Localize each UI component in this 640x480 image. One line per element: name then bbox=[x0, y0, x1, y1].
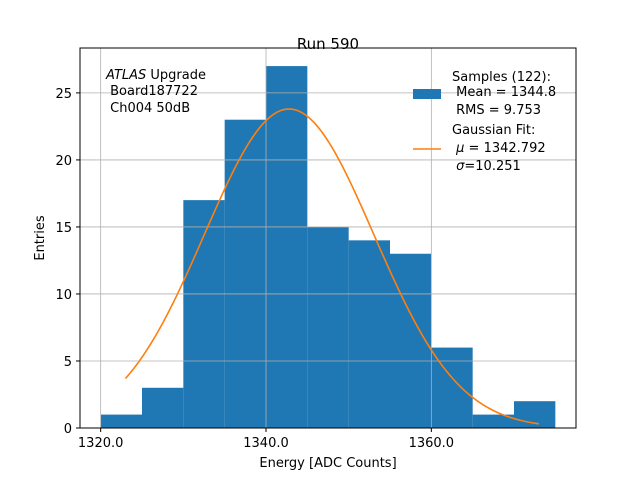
x-tick-label: 1340.0 bbox=[243, 436, 289, 451]
x-tick-label: 1320.0 bbox=[78, 436, 124, 451]
y-tick-label: 20 bbox=[55, 154, 72, 169]
x-axis-ticks: 1320.0 1340.0 1360.0 bbox=[78, 428, 454, 451]
legend-sigma-value: =10.251 bbox=[464, 159, 520, 174]
svg-text:μ = 1342.792: μ = 1342.792 bbox=[452, 141, 546, 156]
atlas-annotation: ATLAS Upgrade Board187722 Ch004 50dB bbox=[105, 68, 206, 116]
histogram-bar bbox=[266, 66, 308, 428]
histogram-bar bbox=[348, 240, 390, 428]
legend-samples-title: Samples (122): bbox=[452, 70, 551, 85]
plot-frame bbox=[79, 47, 577, 429]
x-axis-label: Energy [ADC Counts] bbox=[259, 456, 396, 471]
histogram-bar bbox=[224, 119, 266, 429]
histogram-bar bbox=[307, 226, 349, 428]
y-tick-label: 5 bbox=[64, 355, 72, 370]
legend-fit-title: Gaussian Fit: bbox=[452, 123, 535, 138]
annotation-channel: Ch004 50dB bbox=[106, 101, 190, 116]
y-tick-label: 10 bbox=[55, 288, 72, 303]
legend-mu-value: = 1342.792 bbox=[464, 141, 545, 156]
y-tick-label: 0 bbox=[64, 422, 72, 437]
y-axis-ticks: 0 5 10 15 20 25 bbox=[55, 87, 80, 437]
histogram-bar bbox=[100, 414, 142, 428]
gaussian-fit-curve bbox=[124, 108, 539, 425]
y-axis-label: Entries bbox=[33, 215, 48, 261]
histogram-bar bbox=[472, 414, 514, 428]
legend-sigma-symbol: σ bbox=[456, 159, 465, 174]
histogram-bars bbox=[100, 66, 556, 429]
y-tick-label: 25 bbox=[55, 87, 72, 102]
legend: Samples (122): Mean = 1344.8 RMS = 9.753… bbox=[413, 70, 556, 174]
legend-mu-symbol: μ bbox=[455, 141, 464, 156]
svg-text:ATLAS Upgrade: ATLAS Upgrade bbox=[105, 68, 206, 83]
y-tick-label: 15 bbox=[55, 221, 72, 236]
legend-samples-mean: Mean = 1344.8 bbox=[452, 85, 556, 100]
legend-samples-rms: RMS = 9.753 bbox=[452, 103, 541, 118]
x-tick-label: 1360.0 bbox=[409, 436, 455, 451]
annotation-board: Board187722 bbox=[106, 84, 198, 99]
annotation-upgrade: Upgrade bbox=[146, 68, 206, 83]
annotation-atlas: ATLAS bbox=[105, 68, 146, 83]
chart-title: Run 590 bbox=[297, 35, 359, 53]
svg-text:σ=10.251: σ=10.251 bbox=[452, 159, 521, 174]
histogram-bar bbox=[142, 387, 184, 428]
histogram-bar bbox=[390, 253, 432, 428]
legend-samples-patch bbox=[413, 89, 441, 99]
histogram-bar bbox=[183, 200, 225, 428]
